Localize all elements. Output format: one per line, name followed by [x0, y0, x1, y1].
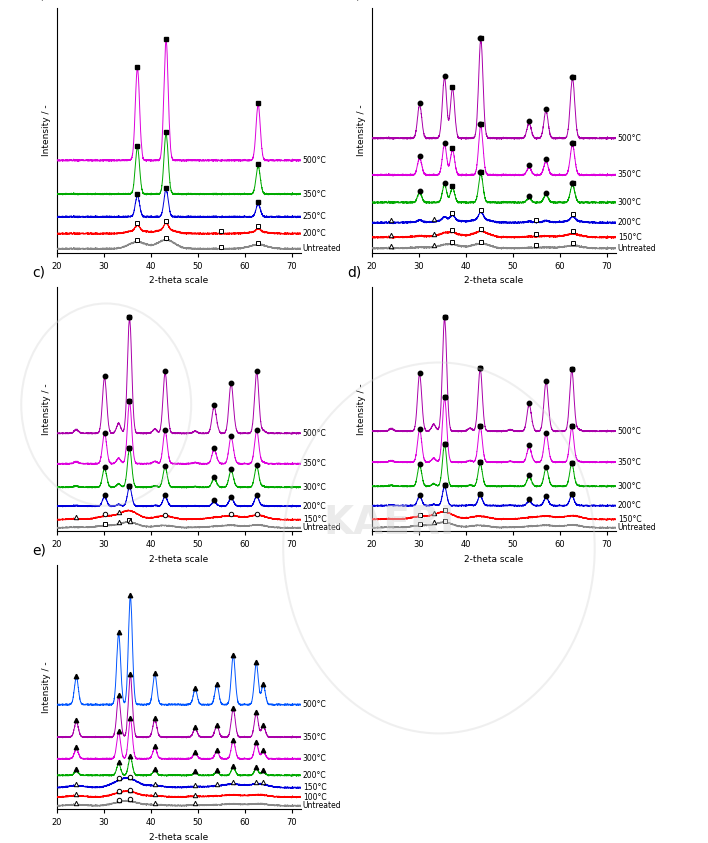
Text: 150°C: 150°C [303, 515, 326, 524]
Text: 200°C: 200°C [618, 218, 641, 227]
X-axis label: 2-theta scale: 2-theta scale [464, 555, 523, 564]
Text: a): a) [33, 0, 46, 1]
Text: 350°C: 350°C [618, 170, 641, 180]
Text: 150°C: 150°C [618, 515, 641, 524]
Y-axis label: Intensity / -: Intensity / - [42, 661, 51, 713]
X-axis label: 2-theta scale: 2-theta scale [149, 833, 208, 842]
Text: 150°C: 150°C [303, 783, 326, 792]
Text: 350°C: 350°C [303, 733, 326, 742]
X-axis label: 2-theta scale: 2-theta scale [464, 277, 523, 286]
Text: 200°C: 200°C [303, 229, 326, 238]
Text: d): d) [347, 266, 362, 279]
Y-axis label: Intensity / -: Intensity / - [357, 383, 366, 435]
Text: 100°C: 100°C [303, 792, 326, 802]
Text: Untreated: Untreated [303, 801, 341, 810]
Text: e): e) [33, 544, 46, 557]
Text: Untreated: Untreated [618, 244, 656, 253]
Text: Untreated: Untreated [303, 524, 341, 532]
Y-axis label: Intensity / -: Intensity / - [357, 105, 366, 157]
Text: 500°C: 500°C [303, 429, 326, 438]
X-axis label: 2-theta scale: 2-theta scale [149, 555, 208, 564]
Text: 500°C: 500°C [618, 134, 641, 142]
Text: 350°C: 350°C [303, 190, 326, 199]
Y-axis label: Intensity / -: Intensity / - [42, 383, 51, 435]
Text: 500°C: 500°C [618, 427, 641, 436]
Text: Untreated: Untreated [303, 244, 341, 253]
Text: KAERI: KAERI [324, 503, 455, 542]
Text: 300°C: 300°C [618, 482, 641, 491]
Text: 500°C: 500°C [303, 156, 326, 165]
Text: Untreated: Untreated [618, 524, 656, 532]
X-axis label: 2-theta scale: 2-theta scale [149, 277, 208, 286]
Text: b): b) [347, 0, 362, 1]
Text: 300°C: 300°C [303, 754, 326, 763]
Text: 350°C: 350°C [618, 458, 641, 467]
Text: 200°C: 200°C [303, 771, 326, 780]
Text: 200°C: 200°C [618, 501, 641, 510]
Text: 350°C: 350°C [303, 459, 326, 468]
Text: 300°C: 300°C [303, 483, 326, 491]
Text: 200°C: 200°C [303, 502, 326, 511]
Text: 150°C: 150°C [618, 233, 641, 242]
Text: 300°C: 300°C [618, 198, 641, 207]
Text: c): c) [33, 266, 45, 279]
Text: 500°C: 500°C [303, 700, 326, 709]
Text: 250°C: 250°C [303, 212, 326, 221]
Y-axis label: Intensity / -: Intensity / - [42, 105, 51, 157]
